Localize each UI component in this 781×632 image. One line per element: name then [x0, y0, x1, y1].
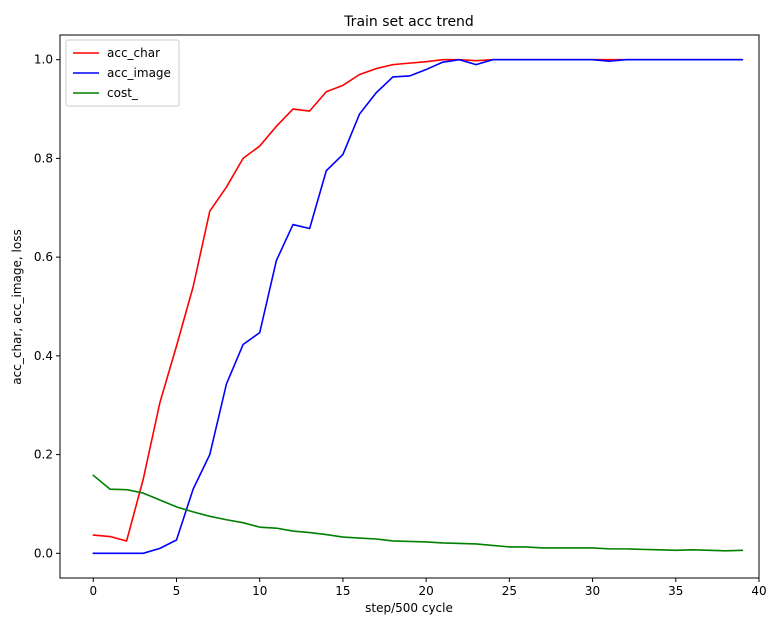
x-tick-label: 0 [89, 584, 97, 598]
x-tick-label: 15 [335, 584, 350, 598]
legend-label: cost_ [107, 86, 139, 100]
legend-box [65, 39, 180, 107]
chart-title: Train set acc trend [343, 14, 474, 30]
plot-frame [59, 34, 760, 579]
y-tick-label: 1.0 [34, 53, 53, 67]
axis-ticks: 0 5 10 15 20 25 30 35 40 0.0 0.2 0.4 0.6 0.8 1.0 [34, 53, 767, 598]
x-tick-label: 40 [751, 584, 766, 598]
legend: acc_char acc_image cost_ [65, 39, 180, 107]
x-axis-label: step/500 cycle [365, 601, 453, 615]
legend-label: acc_char [107, 46, 160, 60]
x-tick-label: 25 [502, 584, 517, 598]
x-tick-label: 30 [585, 584, 600, 598]
y-tick-label: 0.8 [34, 151, 53, 165]
x-tick-label: 20 [419, 584, 434, 598]
series-line-cost [92, 474, 744, 552]
plot-area [59, 34, 760, 579]
x-tick-label: 35 [668, 584, 683, 598]
series-line-accchar [92, 58, 744, 542]
x-tick-label: 10 [252, 584, 267, 598]
y-tick-label: 0.6 [34, 250, 53, 264]
series-line-accimage [92, 58, 744, 555]
y-tick-label: 0.4 [34, 349, 53, 363]
y-tick-label: 0.2 [34, 448, 53, 462]
x-tick-label: 5 [173, 584, 181, 598]
legend-label: acc_image [107, 66, 171, 80]
y-tick-label: 0.0 [34, 546, 53, 560]
y-axis-label: acc_char, acc_image, loss [10, 229, 24, 384]
